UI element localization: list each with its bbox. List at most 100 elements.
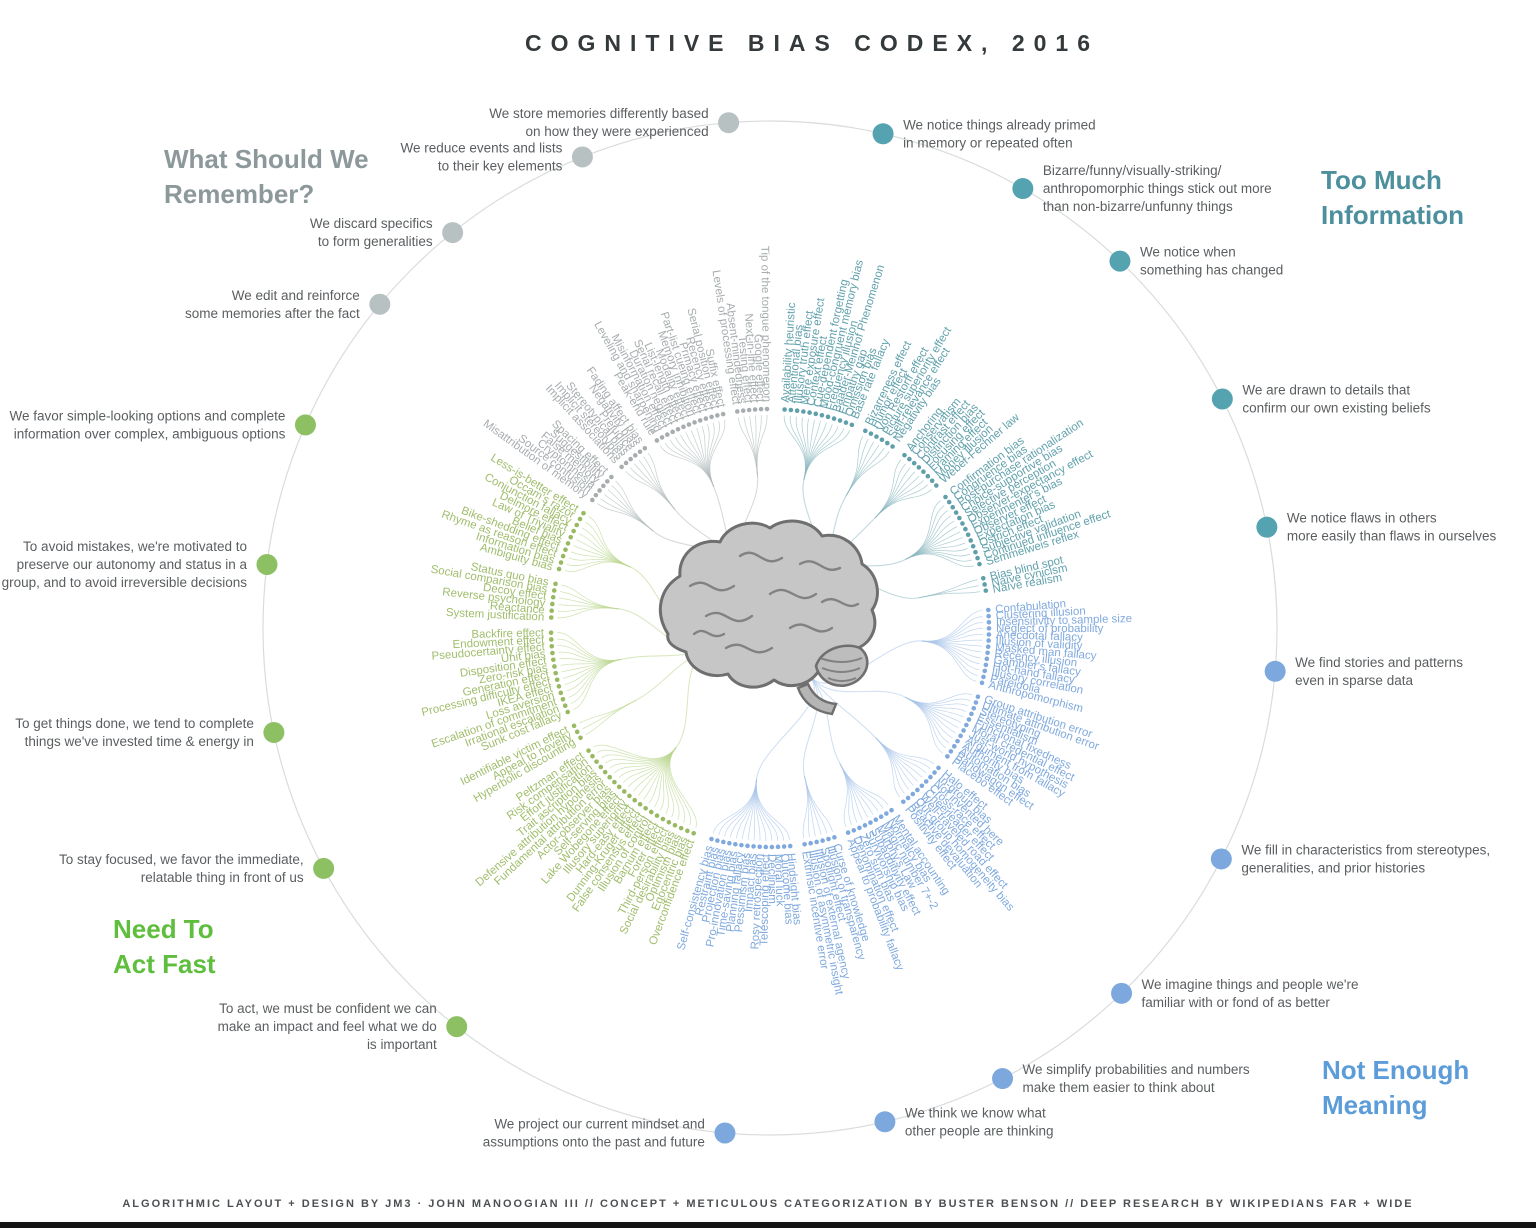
bias-dot: [623, 460, 629, 466]
bias-dot: [553, 670, 558, 676]
bias-dot: [553, 581, 558, 587]
connector-curve: [803, 430, 850, 480]
connector-curve: [874, 463, 906, 519]
bias-dot: [578, 735, 583, 741]
bias-dot: [873, 817, 879, 823]
group-node-dot: [1012, 178, 1034, 200]
bias-dot: [916, 465, 922, 470]
bias-dot: [851, 828, 857, 833]
bias-dot: [643, 805, 648, 811]
bias-dot: [670, 429, 675, 435]
bias-dot: [832, 835, 837, 840]
bias-dot: [607, 774, 613, 780]
connector-curve: [905, 553, 974, 568]
connector-curve: [839, 762, 874, 815]
connector-trunk: [619, 608, 712, 651]
bias-dot: [986, 613, 991, 619]
group-node-dot: [313, 857, 335, 879]
bias-dot: [884, 811, 889, 816]
bias-dot: [549, 637, 554, 642]
group-description: We notice when something has changed: [1140, 245, 1283, 278]
bias-dot: [868, 431, 874, 436]
connector-curve: [579, 699, 637, 724]
bias-dot: [980, 575, 986, 581]
bias-label: Illusion of validity: [995, 636, 1083, 653]
bias-dot: [845, 830, 851, 835]
group-node-dot: [1211, 388, 1233, 410]
connector-curve: [634, 463, 676, 510]
bias-label: Google effect: [751, 334, 766, 403]
bias-dot: [973, 700, 979, 705]
connector-curve: [874, 484, 928, 519]
footer-credit: ALGORITHMIC LAYOUT + DESIGN BY JM3 · JOH…: [122, 1198, 1414, 1210]
bias-dot: [985, 607, 991, 613]
bias-dot: [551, 657, 556, 663]
bias-dot: [721, 839, 726, 845]
bias-dot: [612, 779, 617, 785]
group-description: We reduce events and lists to their key e…: [401, 140, 563, 173]
bias-dot: [945, 754, 950, 759]
bias-dot: [981, 674, 986, 680]
connector-curve: [718, 779, 757, 835]
connector-trunk: [811, 517, 876, 583]
bias-dot: [977, 561, 982, 567]
bias-dot: [678, 825, 684, 831]
bias-dot: [862, 428, 868, 434]
bias-dot: [820, 838, 825, 843]
bias-dot: [602, 769, 608, 775]
bias-dot: [968, 538, 974, 543]
bias-dot: [782, 407, 787, 412]
bias-dot: [642, 445, 648, 451]
bias-dot: [632, 453, 638, 458]
bias-dot: [911, 460, 917, 466]
bias-dot: [594, 759, 599, 764]
connector-curve: [918, 591, 980, 599]
connector-curve: [604, 493, 654, 532]
category-heading-what-should-we-remember: What Should We Remember?: [164, 144, 369, 210]
bias-dot: [943, 494, 948, 500]
group-description: We imagine things and people we're famili…: [1142, 977, 1359, 1010]
bias-dot: [590, 497, 595, 503]
connector-curve: [839, 762, 848, 828]
bias-dot: [915, 787, 920, 793]
group-node-dot: [1109, 250, 1131, 272]
bias-dot: [958, 733, 963, 739]
bias-dot: [565, 709, 571, 715]
bias-label: Anecdotal fallacy: [996, 629, 1084, 644]
connector-curve: [875, 737, 910, 790]
bias-dot: [686, 422, 692, 427]
connector-curve: [875, 737, 905, 794]
bias-label: Unit bias: [500, 648, 546, 665]
bias-dot: [550, 650, 555, 656]
bias-dot: [813, 411, 819, 417]
bias-dot: [627, 793, 632, 799]
bias-dot: [984, 656, 990, 662]
group-node-dot: [442, 222, 464, 244]
bias-dot: [843, 420, 849, 425]
bias-dot: [950, 505, 956, 510]
bias-dot: [672, 823, 678, 828]
bias-label: Tip of the tongue phenomenon: [758, 246, 772, 402]
connector-curve: [845, 451, 890, 497]
bias-dot: [758, 406, 764, 412]
bias-dot: [571, 723, 577, 729]
bias-dot: [934, 483, 939, 488]
connector-curve: [839, 762, 863, 821]
category-heading-too-much-information: Too Much Information: [1321, 165, 1464, 231]
bias-label: Moral luck: [772, 854, 786, 907]
bias-dot: [715, 838, 720, 843]
connector-curve: [593, 744, 677, 759]
bias-dot: [554, 677, 560, 683]
bias-dot: [715, 413, 720, 418]
bias-label: Clustering illusion: [995, 605, 1086, 622]
connector-curve: [668, 747, 691, 826]
bias-label: Insensitivity to sample size: [996, 613, 1132, 629]
connector-curve: [875, 737, 927, 774]
bias-dot: [549, 608, 554, 614]
bias-dot: [609, 474, 614, 480]
bias-dot: [946, 499, 952, 505]
